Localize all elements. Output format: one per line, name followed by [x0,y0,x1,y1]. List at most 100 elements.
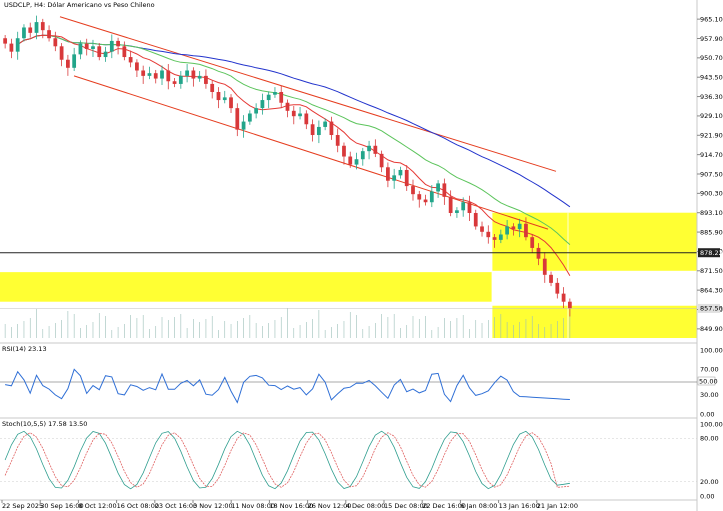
price-tick-label: 864.30 [700,286,723,294]
time-tick-label: 23 Oct 16:00 [155,502,197,510]
candle-body [9,43,14,52]
price-tick-label: 929.10 [700,112,723,120]
candle-body [178,75,183,84]
candle-body [310,124,315,136]
candle-body [448,196,453,213]
rsi-panel[interactable]: RSI(14) 23.13 100.00 70.00 30.00 0.00 50.00 [0,342,723,418]
candle-body [128,57,133,63]
candle-body [191,70,196,79]
candlesticks [0,15,697,317]
rsi-tick-label: 30.00 [700,391,719,399]
rsi-tick-label: 100.00 [700,346,723,354]
candle-body [417,194,422,200]
candle-body [467,202,472,213]
candle-body [160,70,164,79]
key-level-label: 878.22 [700,249,723,257]
price-tick-label: 921.90 [700,132,723,140]
candle-body [109,40,114,52]
candle-body [354,159,359,165]
mid-moving-average-line [17,34,571,245]
candle-body [342,145,346,157]
stoch-signal-line [4,432,570,488]
candle-body [367,145,371,152]
time-tick-label: 13 Jan 16:00 [499,502,540,510]
upper-channel-line [59,16,557,172]
price-tick-label: 885.90 [700,228,723,236]
candle-body [103,51,108,58]
candle-body [153,73,158,79]
candle-body [260,100,265,109]
candle-body [78,43,83,55]
demand-zone [492,305,697,338]
price-tick-label: 893.10 [700,209,723,217]
time-tick-label: 4 Dec 08:00 [346,502,386,510]
candle-body [285,102,290,111]
stochastic-panel[interactable]: Stoch(10,5,5) 17.58 13.50 100.00 80.00 20.… [0,417,723,500]
candle-body [498,234,503,240]
time-tick-label: 22 Sep 2025 [2,502,43,510]
candle-body [72,54,77,68]
time-tick-label: 6 Jan 08:00 [460,502,497,510]
price-tick-label: 943.50 [700,74,723,82]
stoch-main-line [4,430,570,490]
candle-body [197,75,202,79]
candle-body [524,223,528,238]
candle-body [492,237,497,240]
candle-body [373,145,378,154]
candle-body [411,186,415,195]
time-tick-label: 22 Dec 16:00 [422,502,466,510]
price-tick-label: 907.50 [700,170,723,178]
rsi-tick-label: 70.00 [700,366,719,374]
moving-averages [17,34,571,276]
time-tick-label: 30 Sep 16:00 [40,502,83,510]
stoch-tick-label: 100.00 [700,420,723,428]
candle-body [335,135,340,146]
price-tick-label: 914.70 [700,151,723,159]
candle-body [40,22,45,31]
candle-body [555,282,560,294]
candle-body [379,153,384,168]
candle-body [429,191,434,203]
candle-body [22,27,26,39]
price-tick-label: 965.10 [700,15,723,23]
key-level-tag [698,248,720,258]
candle-body [530,237,535,248]
candle-body [91,46,95,49]
candle-body [28,27,33,33]
candle-body [480,226,484,232]
candle-body [216,92,221,101]
candle-body [34,22,39,33]
time-tick-label: 3 Nov 12:00 [193,502,233,510]
candle-body [404,169,409,187]
candle-body [316,126,321,136]
candle-body [329,121,334,136]
price-axis[interactable]: 965.10 957.90 950.70 943.50 936.30 929.10 921.… [696,0,723,511]
candle-body [241,121,246,130]
candle-body [172,81,177,84]
rsi-line [5,368,570,404]
price-tick-label: 871.50 [700,267,723,275]
candle-body [66,59,70,68]
candle-body [536,247,541,259]
candle-body [53,38,58,47]
candle-body [567,301,572,309]
candle-body [323,121,328,127]
rsi-indicator-label: RSI(14) 23.13 [2,345,47,353]
candle-body [386,167,390,181]
candle-body [135,62,139,71]
candle-body [15,38,20,52]
candle-body [147,73,152,76]
candle-body [542,258,547,275]
candle-body [97,46,102,58]
time-tick-label: 21 Jan 12:00 [537,502,578,510]
price-tick-label: 849.90 [700,325,723,333]
candle-body [423,199,428,203]
candle-body [47,30,51,39]
stoch-tick-label: 0.00 [700,492,714,500]
stoch-tick-label: 80.00 [700,435,719,443]
candle-body [291,110,296,117]
candle-body [505,226,509,235]
